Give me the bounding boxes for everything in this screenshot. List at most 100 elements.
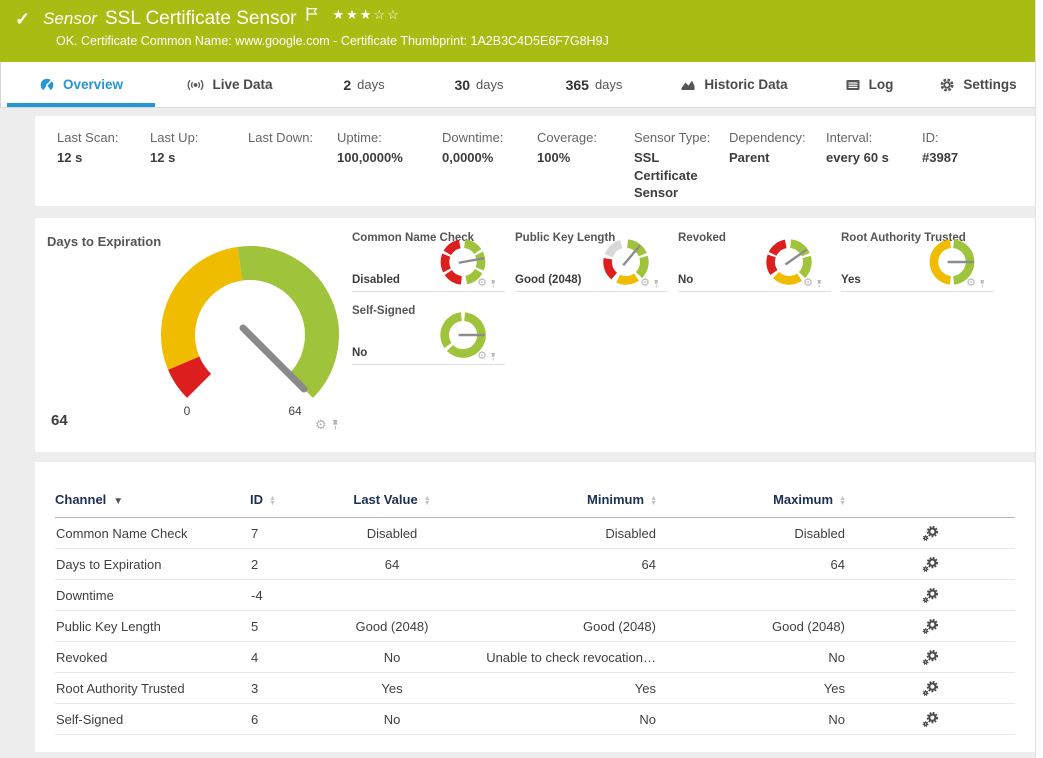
tab-overview[interactable]: Overview [7, 62, 155, 107]
gauge-widget-public-key-length: Public Key Length Good (2048) ⚙ [515, 230, 668, 292]
tab-bar: Overview Live Data 2 days 30 days 365 da… [0, 62, 1035, 108]
gear-icon [939, 77, 955, 93]
cell-channel[interactable]: Root Authority Trusted [55, 673, 250, 704]
column-header-id[interactable]: ID▲▼ [250, 492, 312, 518]
cell-channel[interactable]: Self-Signed [55, 704, 250, 735]
flag-icon[interactable] [306, 7, 318, 21]
tab-log[interactable]: Log [815, 62, 923, 107]
tab-30-days[interactable]: 30 days [423, 62, 535, 107]
column-header-channel[interactable]: Channel▼ [55, 492, 250, 518]
pin-icon[interactable] [815, 279, 823, 289]
cell-channel[interactable]: Days to Expiration [55, 549, 250, 580]
column-header-maximum[interactable]: Maximum▲▼ [657, 492, 846, 518]
sort-toggle-icon: ▲▼ [269, 496, 276, 506]
tab-historic-data[interactable]: Historic Data [653, 62, 815, 107]
widget-value: No [678, 274, 693, 286]
pin-icon[interactable] [489, 352, 497, 362]
channel-settings-icon[interactable] [922, 556, 939, 573]
channel-settings-icon[interactable] [922, 680, 939, 697]
stat-dependency: Dependency:Parent [729, 130, 826, 206]
mini-gauges-grid: Common Name Check Disabled ⚙ Public Key … [352, 218, 1035, 452]
cell-last-value: No [312, 704, 472, 735]
sensor-page: ✓ Sensor SSL Certificate Sensor ★★★☆☆ OK… [0, 0, 1035, 758]
priority-stars[interactable]: ★★★☆☆ [332, 7, 400, 23]
tab-label: Live Data [212, 77, 272, 92]
stat-interval: Interval:every 60 s [826, 130, 922, 206]
column-header-last-value[interactable]: Last Value▲▼ [312, 492, 472, 518]
stat-last-down: Last Down: [248, 130, 337, 206]
channel-settings-icon[interactable] [922, 649, 939, 666]
cell-id: 4 [250, 642, 312, 673]
channel-settings-icon[interactable] [922, 711, 939, 728]
cell-channel[interactable]: Revoked [55, 642, 250, 673]
cell-minimum: Good (2048) [472, 611, 657, 642]
cell-maximum: Good (2048) [657, 611, 846, 642]
cell-minimum: Yes [472, 673, 657, 704]
cell-channel[interactable]: Public Key Length [55, 611, 250, 642]
pin-icon[interactable] [330, 419, 340, 431]
tab-number: 365 [566, 77, 589, 93]
page-scrollbar-track[interactable] [1035, 0, 1043, 758]
tab-live-data[interactable]: Live Data [155, 62, 305, 107]
cell-channel[interactable]: Common Name Check [55, 518, 250, 549]
log-icon [845, 77, 861, 93]
gear-icon[interactable]: ⚙ [640, 278, 650, 289]
cell-last-value: No [312, 642, 472, 673]
pin-icon[interactable] [652, 279, 660, 289]
pin-icon[interactable] [489, 279, 497, 289]
gear-icon[interactable]: ⚙ [966, 278, 976, 289]
tab-label: days [476, 77, 503, 92]
gear-icon[interactable]: ⚙ [803, 278, 813, 289]
column-header-minimum[interactable]: Minimum▲▼ [472, 492, 657, 518]
gear-icon[interactable]: ⚙ [477, 278, 487, 289]
cell-minimum [472, 580, 657, 611]
gauge-needle [243, 328, 304, 389]
sensor-stats-strip: Last Scan:12 s Last Up:12 s Last Down: U… [35, 116, 1035, 206]
cell-maximum [657, 580, 846, 611]
sort-toggle-icon: ▲▼ [424, 496, 431, 506]
stat-last-scan: Last Scan:12 s [57, 130, 150, 206]
sort-desc-icon: ▼ [113, 496, 123, 507]
widget-value: Good (2048) [515, 274, 581, 286]
cell-minimum: Unable to check revocation… [472, 642, 657, 673]
stat-id: ID:#3987 [922, 130, 1002, 206]
tab-2-days[interactable]: 2 days [305, 62, 423, 107]
gauge-max-label: 64 [285, 404, 305, 418]
stat-sensor-type: Sensor Type:SSL Certificate Sensor [634, 130, 729, 206]
cell-id: 6 [250, 704, 312, 735]
cell-channel[interactable]: Downtime [55, 580, 250, 611]
table-row: Root Authority Trusted 3 Yes Yes Yes [55, 673, 1015, 704]
channel-settings-icon[interactable] [922, 525, 939, 542]
gear-icon[interactable]: ⚙ [315, 418, 327, 431]
tab-label: days [595, 77, 622, 92]
pin-icon[interactable] [978, 279, 986, 289]
table-row: Common Name Check 7 Disabled Disabled Di… [55, 518, 1015, 549]
gear-icon[interactable]: ⚙ [477, 351, 487, 362]
table-row: Downtime -4 [55, 580, 1015, 611]
cell-last-value [312, 580, 472, 611]
channel-settings-icon[interactable] [922, 618, 939, 635]
cell-last-value: 64 [312, 549, 472, 580]
table-row: Public Key Length 5 Good (2048) Good (20… [55, 611, 1015, 642]
tab-label: Overview [63, 77, 123, 92]
channel-settings-icon[interactable] [922, 587, 939, 604]
table-row: Days to Expiration 2 64 64 64 [55, 549, 1015, 580]
sort-toggle-icon: ▲▼ [650, 496, 657, 506]
gauge-widget-revoked: Revoked No ⚙ [678, 230, 831, 292]
gauge-widget-root-authority-trusted: Root Authority Trusted Yes ⚙ [841, 230, 994, 292]
tab-365-days[interactable]: 365 days [535, 62, 653, 107]
cell-maximum: No [657, 704, 846, 735]
tab-label: Settings [963, 77, 1016, 92]
live-data-icon [187, 77, 204, 93]
cell-id: 2 [250, 549, 312, 580]
cell-last-value: Yes [312, 673, 472, 704]
cell-minimum: No [472, 704, 657, 735]
cell-minimum: 64 [472, 549, 657, 580]
days-to-expiration-gauge [140, 240, 360, 405]
gauge-icon [39, 77, 55, 93]
tab-settings[interactable]: Settings [923, 62, 1033, 107]
cell-maximum: No [657, 642, 846, 673]
widget-value: No [352, 347, 367, 359]
tab-label: Log [869, 77, 894, 92]
gauge-widget-common-name-check: Common Name Check Disabled ⚙ [352, 230, 505, 292]
